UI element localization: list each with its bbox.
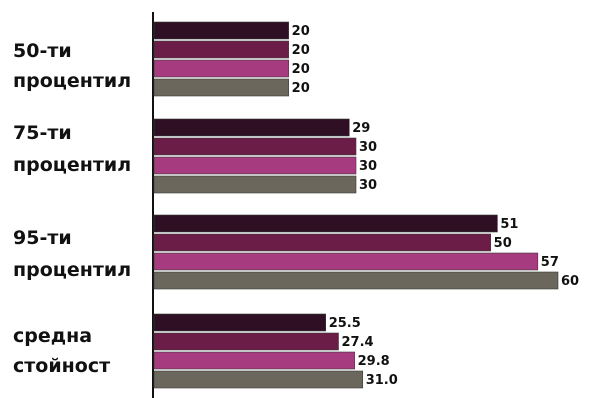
data-label: 57 [541, 255, 559, 270]
bar [153, 40, 289, 59]
data-label: 29.8 [358, 354, 390, 369]
category-label: процентил [13, 259, 131, 281]
category-label: 50-ти [13, 40, 72, 62]
category-label: 95-ти [13, 227, 72, 249]
chart-marks: 50-ти процентил 20 20 20 20 75-ти процентил 29 30… [13, 21, 579, 389]
bar [153, 252, 539, 271]
bar [153, 332, 339, 351]
data-label: 20 [292, 24, 310, 39]
category-label: средна [13, 325, 92, 347]
data-label: 20 [292, 81, 310, 96]
category-label: процентил [13, 70, 131, 92]
bar [153, 271, 559, 290]
bar [153, 21, 289, 40]
bar [153, 351, 355, 370]
category-label: стойност [13, 355, 110, 377]
data-label: 50 [494, 236, 512, 251]
bar [153, 313, 326, 332]
data-label: 30 [359, 140, 377, 155]
data-label: 29 [352, 121, 370, 136]
data-label: 30 [359, 159, 377, 174]
bar [153, 214, 498, 233]
bar [153, 78, 289, 97]
bar [153, 370, 364, 389]
data-label: 60 [561, 274, 579, 289]
data-label: 20 [292, 43, 310, 58]
bar [153, 59, 289, 78]
bar [153, 233, 491, 252]
category-label: 75-ти [13, 122, 72, 144]
bar [153, 156, 357, 175]
data-label: 20 [292, 62, 310, 77]
data-label: 31.0 [366, 373, 398, 388]
data-label: 27.4 [341, 335, 373, 350]
bar [153, 137, 357, 156]
category-label: процентил [13, 154, 131, 176]
bar [153, 175, 357, 194]
data-label: 30 [359, 178, 377, 193]
data-label: 51 [500, 217, 518, 232]
bar [153, 118, 350, 137]
data-label: 25.5 [329, 316, 361, 331]
